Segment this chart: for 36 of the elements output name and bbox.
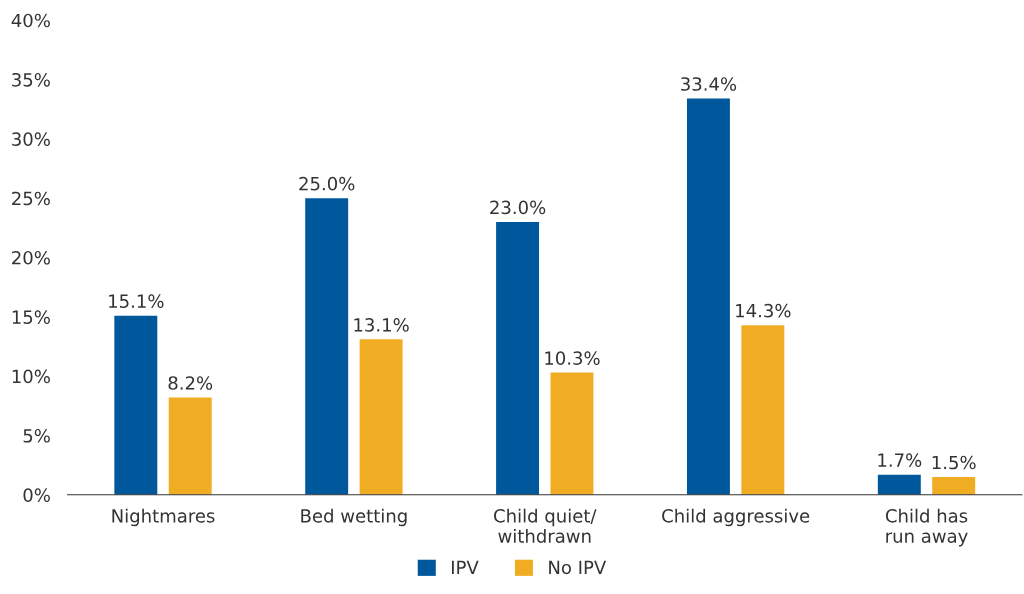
y-tick-label: 40% xyxy=(11,13,50,28)
legend-label: No IPV xyxy=(549,560,607,575)
data-label: 23.0% xyxy=(490,200,546,215)
bar xyxy=(932,477,976,495)
x-tick-label: Child aggressive xyxy=(662,508,810,527)
bar xyxy=(359,339,403,495)
bar xyxy=(496,221,540,495)
data-label: 14.3% xyxy=(736,303,791,318)
bar xyxy=(168,397,212,495)
legend-label: IPV xyxy=(452,560,479,574)
y-tick-label: 25% xyxy=(12,191,50,206)
x-tick-label: Child quiet/ withdrawn xyxy=(494,508,597,543)
y-tick-label: 15% xyxy=(12,310,50,324)
y-tick-label: 35% xyxy=(12,72,50,87)
bar xyxy=(305,198,349,495)
data-label: 8.2% xyxy=(168,376,213,390)
bar xyxy=(741,325,785,495)
bar xyxy=(114,315,158,495)
bar xyxy=(550,372,594,495)
y-tick-label: 5% xyxy=(23,428,50,443)
bar xyxy=(686,98,730,495)
x-tick-label: Nightmares xyxy=(112,508,215,527)
bar xyxy=(877,474,921,495)
y-tick-label: 30% xyxy=(12,132,50,146)
x-tick-label: Child has run away xyxy=(885,508,968,547)
data-label: 33.4% xyxy=(681,77,737,91)
data-label: 10.3% xyxy=(545,351,600,365)
data-label: 1.5% xyxy=(932,455,976,470)
y-tick-label: 20% xyxy=(12,250,50,265)
y-tick-label: 10% xyxy=(12,369,50,384)
data-label: 25.0% xyxy=(299,176,355,191)
y-tick-label: 0% xyxy=(23,488,50,502)
data-label: 15.1% xyxy=(109,294,164,308)
data-label: 13.1% xyxy=(354,318,409,332)
x-tick-label: Bed wetting xyxy=(301,508,407,527)
data-label: 1.7% xyxy=(878,453,922,467)
